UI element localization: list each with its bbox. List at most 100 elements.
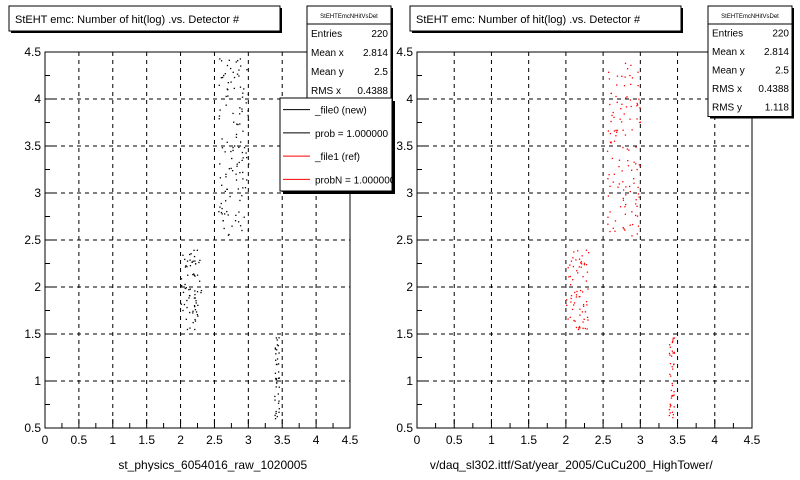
x-tick-label: 2 xyxy=(177,433,184,447)
data-point xyxy=(238,69,240,71)
data-point xyxy=(672,414,675,416)
data-point xyxy=(239,225,242,227)
data-point xyxy=(612,181,614,183)
data-point xyxy=(235,214,237,217)
data-point xyxy=(572,265,575,268)
y-tick-label: 4 xyxy=(34,92,41,106)
data-point xyxy=(587,319,589,321)
data-point xyxy=(633,161,635,163)
data-point xyxy=(622,227,624,229)
data-point xyxy=(637,193,640,195)
data-point xyxy=(613,140,616,142)
data-point xyxy=(239,86,242,88)
data-point xyxy=(226,188,228,190)
data-point xyxy=(609,103,611,106)
data-point xyxy=(277,363,280,365)
axes: 0 0.5 1 1.5 2 2.5 3 3.5 4 4.50.511.522.533.544.5 xyxy=(396,45,760,447)
data-point xyxy=(239,199,241,202)
data-point xyxy=(244,187,247,189)
data-point xyxy=(186,299,188,302)
data-point xyxy=(242,157,244,159)
data-point xyxy=(192,310,194,312)
data-point xyxy=(611,157,613,160)
chart-title: StEHT emc: Number of hit(log) .vs. Detec… xyxy=(15,14,240,26)
x-tick-label: 4.5 xyxy=(342,433,359,447)
data-point xyxy=(228,59,230,61)
data-point xyxy=(627,165,630,167)
data-point xyxy=(584,311,587,313)
stats-label: Mean y xyxy=(311,67,344,78)
data-point xyxy=(615,131,618,133)
data-point xyxy=(193,304,196,307)
data-point xyxy=(639,107,641,109)
stats-label: RMS x xyxy=(712,84,742,95)
data-point xyxy=(236,73,239,75)
data-point xyxy=(196,274,199,276)
data-point xyxy=(630,105,632,108)
x-tick-label: 1.5 xyxy=(138,433,155,447)
data-point xyxy=(575,326,578,329)
data-point xyxy=(577,272,579,274)
data-point xyxy=(278,337,280,339)
y-tick-label: 3.5 xyxy=(24,139,41,153)
data-point xyxy=(219,163,221,165)
data-point xyxy=(628,149,630,151)
data-point xyxy=(193,249,195,252)
data-point xyxy=(237,59,239,62)
data-point xyxy=(186,328,189,331)
data-point xyxy=(623,113,625,115)
data-point xyxy=(669,344,671,346)
data-point xyxy=(635,163,637,165)
data-point xyxy=(194,263,197,265)
data-point xyxy=(616,75,619,77)
data-point xyxy=(276,349,278,351)
data-point xyxy=(607,195,610,197)
legend-box xyxy=(279,97,393,192)
data-points xyxy=(180,58,280,420)
data-point xyxy=(631,129,633,131)
data-point xyxy=(612,111,614,114)
data-point xyxy=(275,382,278,384)
stats-value: 0.4388 xyxy=(758,84,789,95)
data-point xyxy=(569,316,571,319)
stats-value: 2.814 xyxy=(363,48,388,59)
data-point xyxy=(277,377,280,379)
data-point xyxy=(637,71,639,73)
data-point xyxy=(621,121,623,123)
data-point xyxy=(624,206,626,208)
stats-label: Entries xyxy=(712,29,743,40)
data-point xyxy=(243,216,245,218)
data-point xyxy=(278,411,280,413)
data-point xyxy=(615,95,617,98)
data-point xyxy=(636,215,639,217)
data-point xyxy=(220,60,223,62)
legend-label: _file1 (ref) xyxy=(314,152,360,163)
data-point xyxy=(629,74,631,77)
data-point xyxy=(626,96,628,98)
data-point xyxy=(221,147,224,149)
data-point xyxy=(625,106,628,108)
data-point xyxy=(672,416,674,419)
data-point xyxy=(572,257,574,259)
data-point xyxy=(189,311,191,314)
data-point xyxy=(668,414,671,417)
data-point xyxy=(185,265,187,267)
data-point xyxy=(625,203,627,206)
data-point xyxy=(610,120,612,123)
x-tick-label: 3 xyxy=(637,433,644,447)
y-tick-label: 1 xyxy=(34,374,41,388)
x-tick-label: 0 xyxy=(414,433,421,447)
data-point xyxy=(669,406,671,408)
data-point xyxy=(219,206,221,208)
data-point xyxy=(243,146,246,149)
y-tick-label: 4.5 xyxy=(24,45,41,59)
data-point xyxy=(579,295,581,298)
y-tick-label: 2 xyxy=(406,280,413,294)
data-point xyxy=(182,309,184,312)
data-point xyxy=(235,61,237,63)
data-point xyxy=(276,363,278,366)
data-point xyxy=(615,135,617,137)
data-point xyxy=(246,156,248,159)
chart-1: 0 0.5 1 1.5 2 2.5 3 3.5 4 4.50.511.522.533.544.5s… xyxy=(8,5,395,472)
